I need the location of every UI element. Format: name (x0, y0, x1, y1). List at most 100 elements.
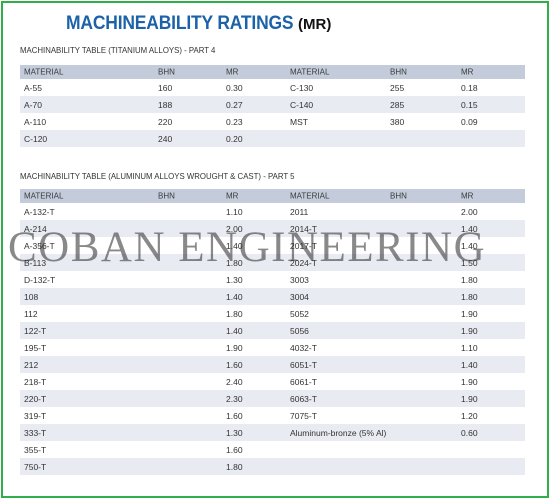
table-cell: 5052 (290, 308, 309, 319)
table-row: A-356-T 1.40 2017-T 1.40 (20, 237, 525, 254)
page-title: MACHINEABILITY RATINGS (MR) (66, 13, 331, 35)
table-cell: 1.40 (226, 240, 243, 251)
header-cell: MR (461, 67, 474, 77)
header-cell: MR (226, 67, 239, 77)
table-row: A-132-T 1.10 2011 2.00 (20, 203, 525, 220)
title-sub: (MR) (298, 16, 332, 33)
table-cell: 2.00 (461, 206, 478, 217)
table-cell: 333-T (24, 427, 47, 438)
table-cell: 122-T (24, 325, 47, 336)
header-cell: BHN (390, 191, 407, 201)
table-cell: 160 (158, 82, 173, 93)
table-cell: 6061-T (290, 376, 317, 387)
table-cell: 195-T (24, 342, 47, 353)
document-frame (1, 1, 549, 498)
header-cell: BHN (158, 67, 175, 77)
table-cell: 1.40 (461, 240, 478, 251)
table-row: 218-T 2.40 6061-T 1.90 (20, 373, 525, 390)
table-cell: 212 (24, 359, 39, 370)
table-cell: 1.90 (461, 376, 478, 387)
table-row: 319-T 1.60 7075-T 1.20 (20, 407, 525, 424)
table-cell: 285 (390, 99, 405, 110)
table-cell: 6051-T (290, 359, 317, 370)
table-cell: MST (290, 116, 308, 127)
header-cell: BHN (158, 191, 175, 201)
table-cell: 7075-T (290, 410, 317, 421)
table-cell: 1.40 (461, 223, 478, 234)
table-row: 333-T 1.30 Aluminum-bronze (5% Al) 0.60 (20, 424, 525, 441)
table-cell: 1.30 (226, 274, 243, 285)
table-cell: 220 (158, 116, 173, 127)
table-row: 195-T 1.90 4032-T 1.10 (20, 339, 525, 356)
table-cell: 2.40 (226, 376, 243, 387)
table-cell: 1.80 (226, 308, 243, 319)
table-cell: 0.18 (461, 82, 478, 93)
table-cell: A-132-T (24, 206, 55, 217)
table-cell: 108 (24, 291, 39, 302)
table-row: A-110 220 0.23 MST 380 0.09 (20, 113, 525, 130)
table-cell: 1.60 (226, 359, 243, 370)
table-cell: 4032-T (290, 342, 317, 353)
table-cell: 1.40 (461, 359, 478, 370)
table-cell: 1.50 (461, 257, 478, 268)
table-cell: 1.10 (461, 342, 478, 353)
header-cell: MR (461, 191, 474, 201)
table-cell: 2014-T (290, 223, 317, 234)
table-cell: 1.80 (226, 257, 243, 268)
table-cell: 1.10 (226, 206, 243, 217)
table-cell: 0.30 (226, 82, 243, 93)
table-cell: 2017-T (290, 240, 317, 251)
table-row: A-214 2.00 2014-T 1.40 (20, 220, 525, 237)
table-cell: 1.60 (226, 444, 243, 455)
table-cell: 1.30 (226, 427, 243, 438)
table1-caption: MACHINABILITY TABLE (TITANIUM ALLOYS) - … (20, 45, 216, 55)
table-row: A-55 160 0.30 C-130 255 0.18 (20, 79, 525, 96)
table-cell: C-120 (24, 133, 48, 144)
table-cell: 0.15 (461, 99, 478, 110)
table-row: A-70 188 0.27 C-140 285 0.15 (20, 96, 525, 113)
table-cell: 2024-T (290, 257, 317, 268)
table-cell: 5056 (290, 325, 309, 336)
titanium-table: MATERIAL BHN MR MATERIAL BHN MR A-55 160 0.30 C-1… (20, 65, 525, 147)
table-cell: D-132-T (24, 274, 56, 285)
table-cell: A-55 (24, 82, 42, 93)
header-cell: MATERIAL (24, 67, 64, 77)
table-cell: 1.80 (226, 461, 243, 472)
table-header-row: MATERIAL BHN MR MATERIAL BHN MR (20, 65, 525, 79)
aluminum-table: MATERIAL BHN MR MATERIAL BHN MR A-132-T 1.10 201… (20, 189, 525, 475)
header-cell: MATERIAL (290, 191, 330, 201)
table-cell: 319-T (24, 410, 47, 421)
table-cell: B-113 (24, 257, 47, 268)
table-cell: Aluminum-bronze (5% Al) (290, 427, 387, 438)
table-cell: A-110 (24, 116, 47, 127)
table-cell: 2.30 (226, 393, 243, 404)
table-row: 112 1.80 5052 1.90 (20, 305, 525, 322)
table-cell: 380 (390, 116, 405, 127)
table-cell: 1.90 (461, 393, 478, 404)
table-cell: 750-T (24, 461, 47, 472)
table-cell: 1.90 (461, 325, 478, 336)
header-cell: MATERIAL (24, 191, 64, 201)
table-row: 355-T 1.60 (20, 441, 525, 458)
table-row: 220-T 2.30 6063-T 1.90 (20, 390, 525, 407)
table-cell: 0.27 (226, 99, 243, 110)
table-cell: 6063-T (290, 393, 317, 404)
table-row: 750-T 1.80 (20, 458, 525, 475)
title-main: MACHINEABILITY RATINGS (66, 13, 294, 34)
table-cell: 112 (24, 308, 38, 319)
table-cell: 220-T (24, 393, 47, 404)
table-cell: 1.60 (226, 410, 243, 421)
table-cell: 0.23 (226, 116, 243, 127)
table-cell: 240 (158, 133, 173, 144)
table-cell: 218-T (24, 376, 47, 387)
table-row: C-120 240 0.20 (20, 130, 525, 147)
table-cell: 0.09 (461, 116, 478, 127)
table-cell: 2.00 (226, 223, 243, 234)
header-cell: MATERIAL (290, 67, 330, 77)
table-header-row: MATERIAL BHN MR MATERIAL BHN MR (20, 189, 525, 203)
header-cell: MR (226, 191, 239, 201)
table-cell: 2011 (290, 206, 309, 217)
table-cell: 1.80 (461, 291, 478, 302)
table2-caption: MACHINABILITY TABLE (ALUMINUM ALLOYS WRO… (20, 171, 295, 181)
table-cell: 1.90 (226, 342, 243, 353)
